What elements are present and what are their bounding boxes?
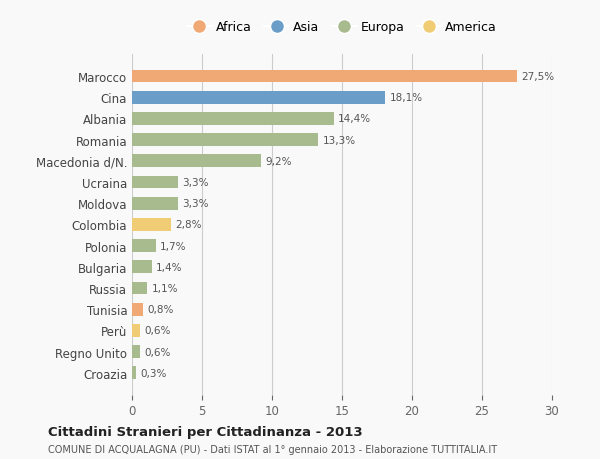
- Text: 9,2%: 9,2%: [265, 157, 292, 167]
- Bar: [132, 134, 318, 147]
- Text: 27,5%: 27,5%: [521, 72, 554, 82]
- Text: Cittadini Stranieri per Cittadinanza - 2013: Cittadini Stranieri per Cittadinanza - 2…: [48, 425, 362, 438]
- Bar: [132, 240, 156, 252]
- Bar: [132, 218, 171, 231]
- Text: 0,8%: 0,8%: [148, 304, 174, 314]
- Text: 0,6%: 0,6%: [145, 326, 171, 336]
- Text: 3,3%: 3,3%: [182, 199, 209, 209]
- Text: 0,3%: 0,3%: [140, 368, 167, 378]
- Bar: [132, 155, 261, 168]
- Text: COMUNE DI ACQUALAGNA (PU) - Dati ISTAT al 1° gennaio 2013 - Elaborazione TUTTITA: COMUNE DI ACQUALAGNA (PU) - Dati ISTAT a…: [48, 444, 497, 454]
- Bar: [132, 197, 178, 210]
- Text: 1,4%: 1,4%: [156, 262, 182, 272]
- Legend: Africa, Asia, Europa, America: Africa, Asia, Europa, America: [183, 17, 501, 38]
- Text: 14,4%: 14,4%: [338, 114, 371, 124]
- Bar: [132, 92, 385, 104]
- Text: 18,1%: 18,1%: [389, 93, 423, 103]
- Bar: [132, 71, 517, 83]
- Text: 1,7%: 1,7%: [160, 241, 187, 251]
- Bar: [132, 325, 140, 337]
- Bar: [132, 282, 148, 295]
- Bar: [132, 367, 136, 379]
- Bar: [132, 176, 178, 189]
- Text: 2,8%: 2,8%: [175, 220, 202, 230]
- Text: 1,1%: 1,1%: [152, 283, 178, 293]
- Bar: [132, 346, 140, 358]
- Bar: [132, 261, 152, 274]
- Text: 3,3%: 3,3%: [182, 178, 209, 188]
- Bar: [132, 303, 143, 316]
- Bar: [132, 113, 334, 125]
- Text: 0,6%: 0,6%: [145, 347, 171, 357]
- Text: 13,3%: 13,3%: [322, 135, 356, 146]
